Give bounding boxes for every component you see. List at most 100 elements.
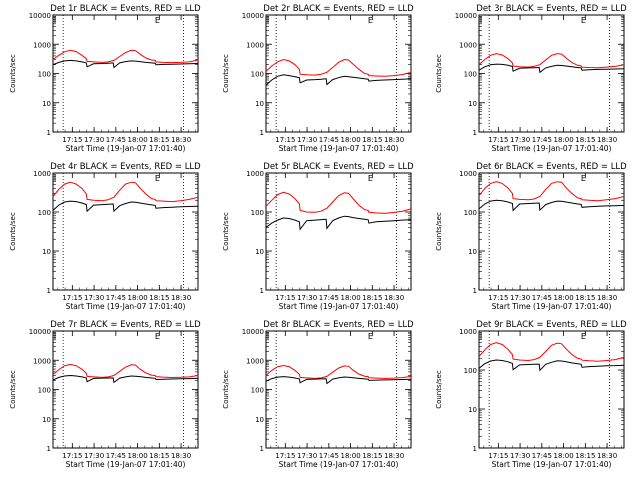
x-tick-label: 17:45 [532,294,552,302]
event-marker-label: E [368,174,373,183]
chart-title: Det 4r BLACK = Events, RED = LLD [50,162,201,172]
x-tick-label: 17:30 [297,294,317,302]
x-tick-label: 17:45 [532,452,552,460]
x-tick-label: 18:00 [553,452,573,460]
y-tick-label: 10 [42,100,51,108]
x-tick-label: 17:15 [275,452,295,460]
x-tick-label: 17:30 [510,136,530,144]
x-tick-label: 17:15 [488,136,508,144]
x-axis-label: Start Time (19-Jan-07 17:01:40) [66,302,186,311]
y-tick-label: 1 [47,129,51,137]
x-tick-label: 17:15 [488,294,508,302]
series-lld-line [52,363,199,379]
x-tick-label: 18:00 [553,294,573,302]
x-tick-label: 17:30 [510,294,530,302]
x-tick-label: 18:30 [384,294,404,302]
detector-panel-3: Det 3r BLACK = Events, RED = LLD 1 10 100 10… [435,4,627,153]
plot-frame [478,172,625,291]
x-tick-label: 17:45 [319,294,339,302]
y-tick-label: 1 [473,287,477,295]
x-tick-label: 18:30 [384,136,404,144]
x-axis-label: Start Time (19-Jan-07 17:01:40) [492,302,612,311]
chart-title: Det 7r BLACK = Events, RED = LLD [50,320,201,330]
x-axis-label: Start Time (19-Jan-07 17:01:40) [279,460,399,469]
y-axis-label: Counts/sec [9,370,17,409]
x-tick-label: 17:45 [106,294,126,302]
y-tick-label: 1000 [33,170,51,178]
plot-frame [52,330,199,449]
x-tick-label: 18:00 [340,136,360,144]
y-tick-label: 1000 [33,357,51,365]
y-tick-label: 10000 [242,12,264,20]
detector-panel-8: Det 8r BLACK = Events, RED = LLD 1 10 100 10… [222,320,414,469]
series-events-line [52,59,199,69]
series-events-line [52,200,199,213]
y-axis-label: Counts/sec [435,54,443,93]
y-tick-label: 10 [468,406,477,414]
x-tick-label: 18:15 [575,136,595,144]
y-tick-label: 100 [464,71,477,79]
x-tick-label: 17:15 [62,452,82,460]
series-events-line [265,74,412,86]
y-tick-label: 10 [255,100,264,108]
x-axis-label: Start Time (19-Jan-07 17:01:40) [279,302,399,311]
x-tick-label: 18:30 [597,294,617,302]
x-tick-label: 17:45 [319,136,339,144]
series-events-line [265,376,412,385]
x-axis-label: Start Time (19-Jan-07 17:01:40) [66,460,186,469]
series-events-line [265,215,412,231]
x-tick-label: 17:30 [84,136,104,144]
x-tick-label: 17:45 [532,136,552,144]
x-tick-label: 18:15 [575,294,595,302]
y-axis-label: Counts/sec [222,212,230,251]
x-tick-label: 18:15 [362,294,382,302]
event-marker-label: E [368,16,373,25]
y-tick-label: 1 [473,445,477,453]
y-tick-label: 100 [251,209,264,217]
x-tick-label: 18:30 [597,136,617,144]
plot-frame [265,172,412,291]
plot-frame [478,14,625,133]
y-tick-label: 1000 [246,170,264,178]
series-lld-line [265,191,412,214]
y-tick-label: 10 [42,416,51,424]
y-tick-label: 1000 [33,41,51,49]
plot-frame [265,330,412,449]
y-tick-label: 100 [38,387,51,395]
y-tick-label: 10 [255,416,264,424]
y-axis-label: Counts/sec [9,212,17,251]
x-axis-label: Start Time (19-Jan-07 17:01:40) [279,144,399,153]
x-axis-label: Start Time (19-Jan-07 17:01:40) [492,460,612,469]
event-marker-label: E [581,332,586,341]
x-tick-label: 18:15 [149,452,169,460]
series-lld-line [52,49,199,64]
detector-panel-1: Det 1r BLACK = Events, RED = LLD 1 10 100 10… [9,4,201,153]
detector-panel-2: Det 2r BLACK = Events, RED = LLD 1 10 100 10… [222,4,414,153]
x-tick-label: 17:15 [275,136,295,144]
chart-title: Det 8r BLACK = Events, RED = LLD [263,320,414,330]
y-tick-label: 1000 [459,41,477,49]
x-axis-label: Start Time (19-Jan-07 17:01:40) [66,144,186,153]
y-tick-label: 10000 [29,12,51,20]
series-lld-line [265,58,412,77]
x-tick-label: 18:15 [149,294,169,302]
plot-frame [265,14,412,133]
y-axis-label: Counts/sec [222,54,230,93]
y-tick-label: 1000 [459,328,477,336]
y-tick-label: 10 [255,248,264,256]
event-marker-label: E [155,174,160,183]
y-tick-label: 100 [464,209,477,217]
x-tick-label: 17:15 [62,136,82,144]
event-marker-label: E [155,16,160,25]
plot-frame [478,330,625,449]
event-marker-label: E [368,332,373,341]
x-tick-label: 18:30 [171,136,191,144]
series-events-line [478,63,625,74]
detector-panel-5: Det 5r BLACK = Events, RED = LLD 1 10 100 10… [222,162,414,311]
x-tick-label: 17:45 [319,452,339,460]
x-tick-label: 18:00 [340,294,360,302]
x-tick-label: 17:45 [106,136,126,144]
series-lld-line [478,342,625,362]
series-lld-line [52,181,199,203]
